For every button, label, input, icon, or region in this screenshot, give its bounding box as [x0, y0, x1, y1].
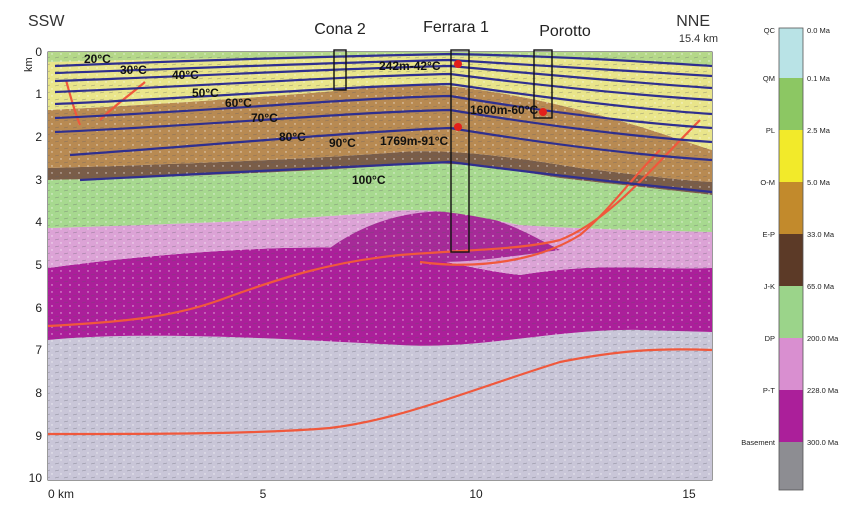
- direction-label-right: NNE: [676, 13, 710, 30]
- distance-tick-0: 0 km: [48, 487, 74, 501]
- depth-axis: 0 1 2 3 4 5 6 7 8 9 10: [29, 45, 43, 485]
- temp-label-1769m: 1769m-91°C: [380, 134, 449, 148]
- legend-unit-pl: [779, 130, 803, 182]
- legend-age-o-m: 5.0 Ma: [807, 178, 831, 187]
- depth-tick-8: 8: [35, 386, 42, 400]
- isotherm-label-80: 80°C: [279, 130, 306, 144]
- legend-age-j-k: 65.0 Ma: [807, 282, 835, 291]
- legend-unit-basement: [779, 442, 803, 490]
- direction-label-left: SSW: [28, 13, 65, 30]
- legend-age-e-p: 33.0 Ma: [807, 230, 835, 239]
- legend-unit-qc: [779, 28, 803, 78]
- depth-tick-3: 3: [35, 173, 42, 187]
- well-porotto: [533, 49, 553, 119]
- distance-tick-5: 5: [260, 487, 267, 501]
- wells: [333, 49, 553, 253]
- legend-code-qc: QC: [764, 26, 776, 35]
- legend-code-pl: PL: [766, 126, 775, 135]
- legend-age-dp: 200.0 Ma: [807, 334, 839, 343]
- isotherm-70: [54, 94, 713, 130]
- isotherm-label-60: 60°C: [225, 96, 252, 110]
- legend-unit-o-m: [779, 182, 803, 234]
- depth-tick-5: 5: [35, 258, 42, 272]
- isotherm-90: [69, 126, 713, 162]
- distance-tick-10: 10: [469, 487, 483, 501]
- depth-tick-7: 7: [35, 343, 42, 357]
- isotherm-lines: [54, 52, 713, 194]
- depth-axis-unit: km: [23, 57, 35, 72]
- legend-age-p-t: 228.0 Ma: [807, 386, 839, 395]
- depth-tick-10: 10: [29, 471, 43, 485]
- temperature-point-labels: 242m-42°C 1769m-91°C 1600m-60°C: [379, 59, 539, 148]
- temp-label-242m: 242m-42°C: [379, 59, 441, 73]
- temp-point-ferrara-shallow: [454, 60, 462, 68]
- depth-tick-0: 0: [35, 45, 42, 59]
- legend-code-p-t: P-T: [763, 386, 776, 395]
- isotherm-40: [54, 64, 713, 90]
- isotherm-label-70: 70°C: [251, 111, 278, 125]
- fault-deep-basement: [47, 348, 713, 436]
- depth-tick-2: 2: [35, 130, 42, 144]
- fault-main-thrust: [47, 119, 701, 328]
- isotherm-label-40: 40°C: [172, 68, 199, 82]
- well-ferrara-1: [450, 49, 470, 253]
- legend-code-basement: Basement: [741, 438, 776, 447]
- isotherm-label-100: 100°C: [352, 173, 386, 187]
- well-cona-2: [333, 49, 347, 91]
- well-label-ferrara-1: Ferrara 1: [423, 19, 489, 36]
- legend-code-dp: DP: [765, 334, 775, 343]
- depth-tick-1: 1: [35, 87, 42, 101]
- isotherm-label-20: 20°C: [84, 52, 111, 66]
- depth-tick-4: 4: [35, 215, 42, 229]
- legend-unit-qm: [779, 78, 803, 130]
- well-label-porotto: Porotto: [539, 23, 591, 40]
- legend-age-basement: 300.0 Ma: [807, 438, 839, 447]
- distance-axis: 0 km 5 10 15: [48, 487, 696, 501]
- isotherm-60: [54, 82, 713, 116]
- legend-unit-dp: [779, 338, 803, 390]
- isotherm-80: [54, 108, 713, 144]
- legend-age-qc: 0.0 Ma: [807, 26, 831, 35]
- legend-code-e-p: E-P: [762, 230, 775, 239]
- isotherm-label-90: 90°C: [329, 136, 356, 150]
- temperature-points: [454, 60, 547, 131]
- temp-point-ferrara-deep: [454, 123, 462, 131]
- distance-tick-15: 15: [682, 487, 696, 501]
- isotherm-30: [54, 58, 713, 78]
- legend-age-qm: 0.1 Ma: [807, 74, 831, 83]
- legend-code-qm: QM: [763, 74, 775, 83]
- temp-label-1600m: 1600m-60°C: [470, 103, 539, 117]
- isotherm-label-30: 30°C: [120, 63, 147, 77]
- fault-secondary: [419, 149, 661, 266]
- isotherm-20: [54, 52, 713, 68]
- legend-age-pl: 2.5 Ma: [807, 126, 831, 135]
- section-length-label: 15.4 km: [679, 33, 718, 45]
- depth-tick-6: 6: [35, 301, 42, 315]
- legend-unit-e-p: [779, 234, 803, 286]
- strata: [48, 52, 712, 480]
- depth-tick-9: 9: [35, 429, 42, 443]
- age-legend: QC QM PL O-M E-P J-K DP P-T Basement 0.0…: [741, 26, 839, 491]
- isotherm-50: [54, 72, 713, 102]
- well-label-cona-2: Cona 2: [314, 21, 366, 38]
- isotherm-labels: 20°C 30°C 40°C 50°C 60°C 70°C 80°C 90°C …: [84, 52, 386, 187]
- legend-bar-border: [778, 27, 804, 491]
- seismic-texture: [48, 52, 712, 480]
- legend-unit-j-k: [779, 286, 803, 338]
- legend-code-o-m: O-M: [760, 178, 775, 187]
- isotherm-label-50: 50°C: [192, 86, 219, 100]
- temp-point-porotto: [539, 108, 547, 116]
- legend-unit-p-t: [779, 390, 803, 442]
- isotherm-100: [79, 160, 713, 194]
- legend-code-j-k: J-K: [764, 282, 775, 291]
